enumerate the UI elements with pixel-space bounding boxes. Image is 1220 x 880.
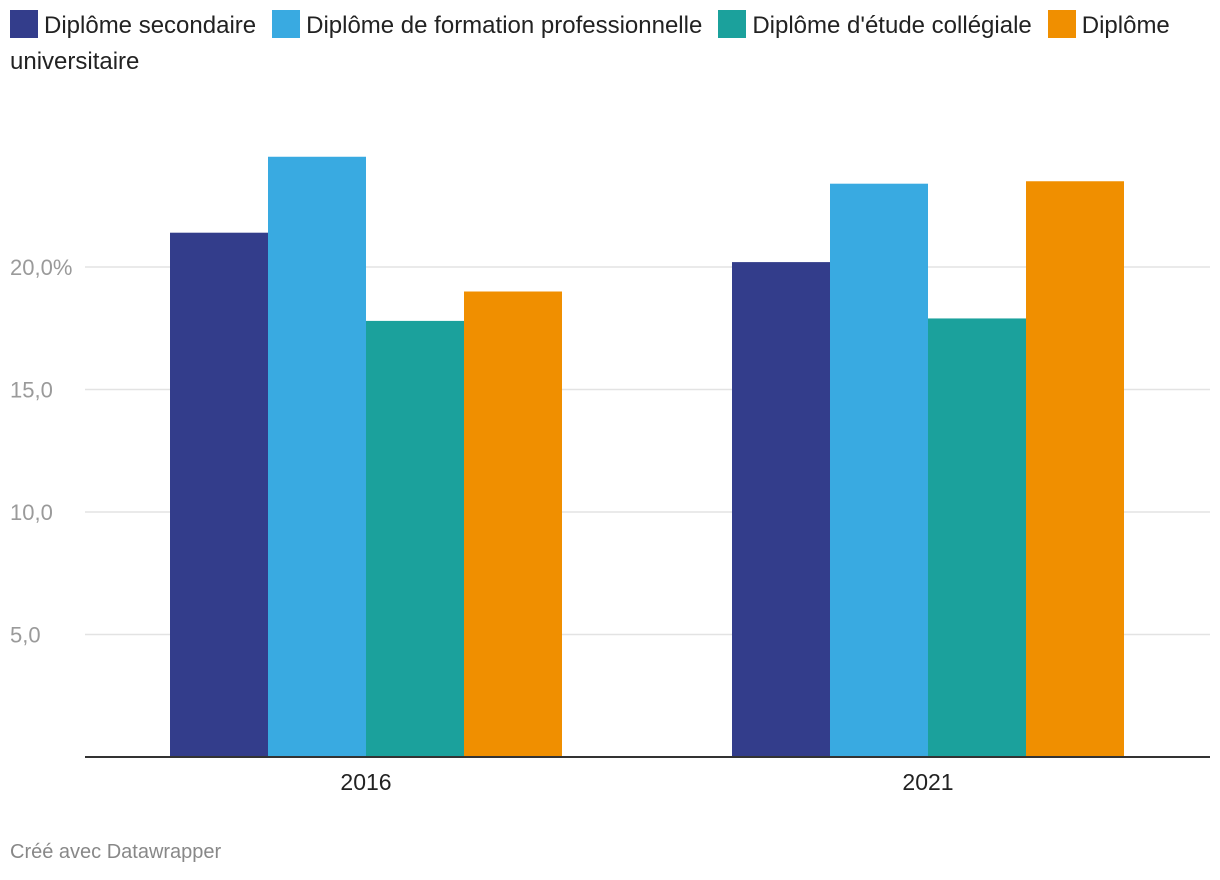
bar bbox=[170, 233, 268, 757]
y-tick-label: 15,0 bbox=[10, 378, 53, 403]
x-tick-label: 2021 bbox=[902, 769, 953, 795]
bar bbox=[1026, 181, 1124, 757]
bar bbox=[268, 157, 366, 757]
bar bbox=[366, 321, 464, 757]
bar-chart: 5,0 10,0 15,0 20,0% 2016 2021 bbox=[0, 0, 1220, 830]
credit-footer: Créé avec Datawrapper bbox=[10, 841, 221, 864]
y-tick-label: 5,0 bbox=[10, 623, 41, 648]
bar bbox=[928, 318, 1026, 757]
bar bbox=[732, 262, 830, 757]
bar bbox=[830, 184, 928, 757]
bar bbox=[464, 292, 562, 758]
y-tick-label: 20,0% bbox=[10, 255, 72, 280]
y-tick-label: 10,0 bbox=[10, 500, 53, 525]
x-tick-label: 2016 bbox=[340, 769, 391, 795]
